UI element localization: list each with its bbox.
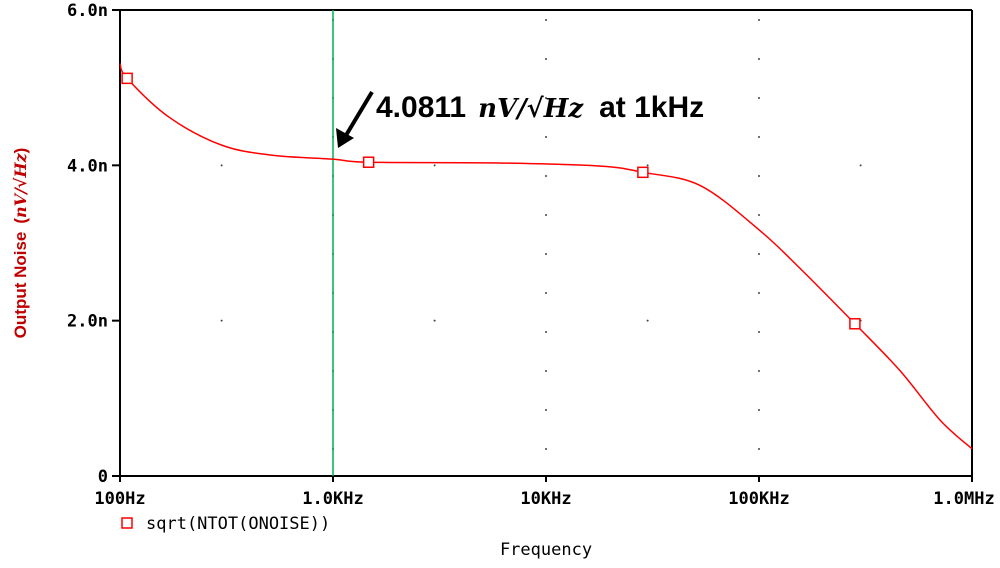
x-tick-label: 1.0MHz xyxy=(933,489,994,509)
series-line xyxy=(119,63,973,450)
legend-label: sqrt(NTOT(ONOISE)) xyxy=(146,514,330,534)
x-tick-label: 100Hz xyxy=(94,489,145,509)
grid-dot xyxy=(758,19,760,21)
grid-dot xyxy=(758,331,760,333)
grid-dot xyxy=(545,292,547,294)
y-tick-label: 0 xyxy=(98,467,108,487)
grid-dot xyxy=(758,253,760,255)
grid-dot xyxy=(433,164,436,167)
data-point-marker xyxy=(849,318,861,330)
grid-dot xyxy=(545,370,547,372)
y-axis-label-text: Output Noise xyxy=(11,232,30,339)
x-axis-label: Frequency xyxy=(500,540,592,560)
grid-dot xyxy=(220,319,223,322)
grid-dot xyxy=(545,136,547,138)
x-tick-label: 1.0KHz xyxy=(302,489,363,509)
annotation-unit: nV/√Hz xyxy=(478,94,584,124)
legend-marker-icon xyxy=(121,517,133,529)
grid-dot xyxy=(646,319,649,322)
data-point-marker xyxy=(362,156,375,168)
annotation-value: 4.0811 xyxy=(376,91,466,124)
arrow-head-icon xyxy=(336,128,354,148)
annotation-text: 4.0811 nV/√Hz at 1kHz xyxy=(376,91,704,124)
grid-dot xyxy=(758,97,760,99)
grid-dot xyxy=(545,253,547,255)
y-tick-label: 6.0n xyxy=(67,1,108,21)
grid-dot xyxy=(545,19,547,21)
grid-dot xyxy=(545,409,547,411)
grid-dot xyxy=(646,164,649,167)
grid-dot xyxy=(758,175,760,177)
grid-dot xyxy=(545,331,547,333)
grid-dot xyxy=(545,214,547,216)
x-tick-label: 10KHz xyxy=(520,489,571,509)
data-point-marker xyxy=(121,72,133,85)
data-point-marker xyxy=(637,166,649,179)
grid-dot xyxy=(758,58,760,60)
y-axis-unit: nV/√Hz xyxy=(11,152,30,218)
grid-dot xyxy=(758,136,760,138)
grid-dot xyxy=(220,164,223,167)
y-tick-label: 4.0n xyxy=(67,156,108,176)
grid-dot xyxy=(545,175,547,177)
grid-dot xyxy=(758,448,760,450)
grid-dot xyxy=(433,319,436,322)
grid-dot xyxy=(545,448,547,450)
y-tick-label: 2.0n xyxy=(67,312,108,332)
grid-dot xyxy=(758,409,760,411)
grid-dot xyxy=(758,292,760,294)
x-tick-label: 100KHz xyxy=(728,489,789,509)
annotation-arrow xyxy=(343,90,374,139)
annotation-suffix: at 1kHz xyxy=(599,91,704,124)
grid-dot xyxy=(758,370,760,372)
grid-dot xyxy=(758,214,760,216)
grid-dot xyxy=(545,97,547,99)
grid-dot xyxy=(545,58,547,60)
grid-dot xyxy=(859,164,862,167)
y-axis-label: Output Noise (nV/√Hz) xyxy=(11,148,30,339)
